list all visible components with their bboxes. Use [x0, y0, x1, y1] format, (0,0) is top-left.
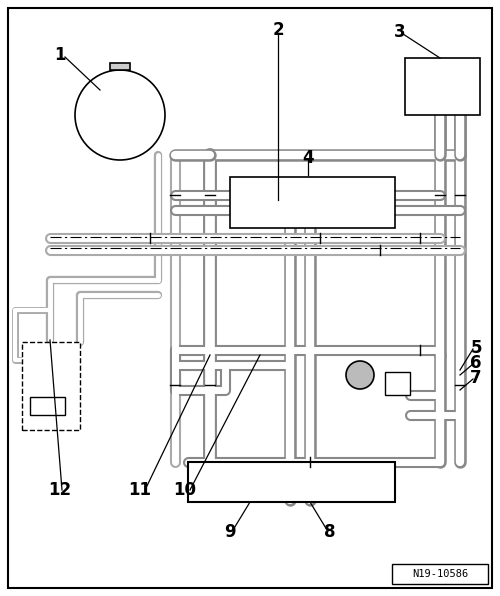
Text: 8: 8	[324, 523, 336, 541]
Text: 1: 1	[54, 46, 66, 64]
Text: 4: 4	[302, 149, 314, 167]
Bar	[188, 462, 395, 502]
Bar	[30, 397, 65, 415]
Circle shape	[75, 70, 165, 160]
Bar	[230, 177, 395, 228]
Text: 11: 11	[128, 481, 152, 499]
Text: 6: 6	[470, 354, 482, 372]
Text: 2: 2	[272, 21, 284, 39]
Text: 3: 3	[394, 23, 406, 41]
Circle shape	[346, 361, 374, 389]
Bar	[385, 372, 410, 395]
Bar	[405, 58, 480, 115]
Text: N19-10586: N19-10586	[412, 569, 468, 579]
Text: 7: 7	[470, 369, 482, 387]
Text: 5: 5	[470, 339, 482, 357]
Bar	[22, 342, 80, 430]
Bar	[110, 63, 130, 70]
Text: 9: 9	[224, 523, 236, 541]
Text: 12: 12	[48, 481, 72, 499]
Bar	[392, 564, 488, 584]
Text: 10: 10	[174, 481, 197, 499]
